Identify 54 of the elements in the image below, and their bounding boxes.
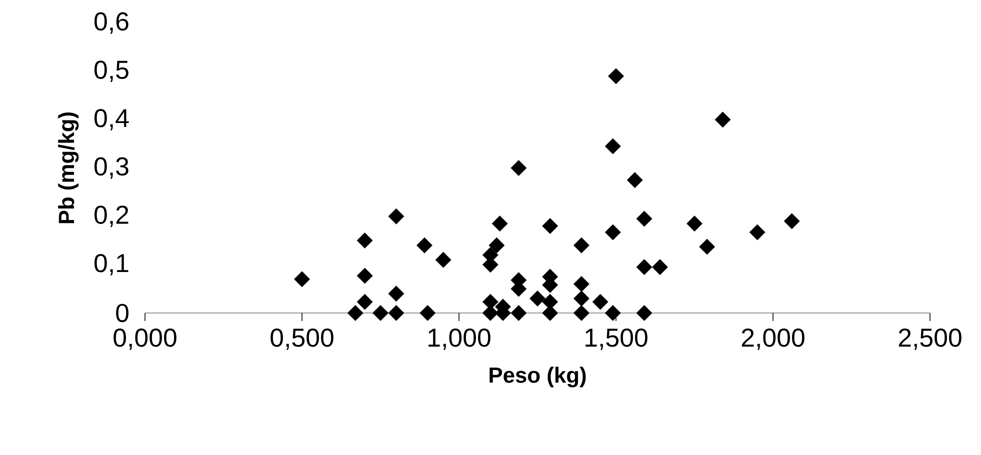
point [573,290,590,306]
point [604,305,621,321]
point [435,252,452,268]
point [749,224,766,240]
point [608,68,624,84]
y-tick-label: 0,5 [94,60,128,82]
x-tick-label: 1,500 [586,328,648,350]
point [530,290,546,306]
point [636,210,652,227]
point [573,276,590,292]
point [416,237,432,254]
point [388,305,404,321]
point [294,271,310,288]
point [388,208,404,224]
y-tick-label: 0,2 [94,206,128,228]
point [482,305,498,321]
point [388,286,404,302]
point [636,259,652,276]
y-tick-label: 0 [116,304,128,322]
x-axis-title: Peso (kg) [490,366,586,388]
point [542,218,558,234]
point [699,238,716,255]
point [347,305,364,321]
point [636,305,652,321]
y-tick-label: 0,4 [94,108,129,130]
point [714,112,731,128]
point [372,305,388,321]
point [356,294,373,310]
point [686,216,702,232]
x-tick-label: 2,000 [742,328,804,350]
point [356,232,373,248]
point [488,237,505,254]
point [542,305,558,321]
point [510,160,527,176]
x-tick-label: 2,500 [898,328,962,350]
x-tick-label: 0,000 [114,328,176,350]
point [420,305,436,321]
y-tick-label: 0,6 [94,12,128,34]
point [492,216,508,232]
point [784,213,800,230]
point [604,224,621,240]
y-axis-title: Pb (mg/kg) [58,112,79,224]
x-tick-label: 1,000 [428,328,490,350]
x-tick-label: 0,500 [270,328,334,350]
y-tick-label: 0,1 [94,254,128,276]
point [510,305,527,321]
point [356,268,373,284]
point [573,237,590,254]
point [573,305,590,321]
point [652,259,668,276]
point [604,138,621,154]
point [592,294,608,310]
point [626,172,643,188]
y-tick-label: 0,3 [94,157,128,179]
